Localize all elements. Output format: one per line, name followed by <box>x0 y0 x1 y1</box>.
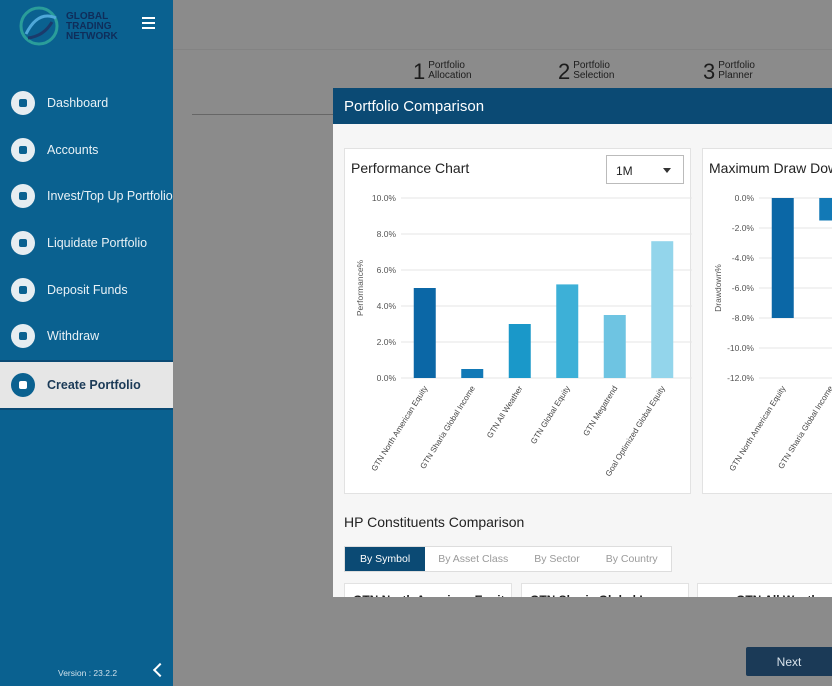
x-tick-label: GTN Global Equity <box>529 384 572 445</box>
chart: Performance% 0.0% 2.0% 4.0% 6.0% 8.0% 10.0% GTN… <box>355 193 692 478</box>
tabs: By Symbol By Asset Class By Sector By Co… <box>344 546 672 572</box>
bar <box>508 324 531 378</box>
y-tick-label: -10.0% <box>727 343 754 353</box>
chart-card: Drawdown% 0.0% -2.0% -4.0% -6.0% -8.0% -10.0% -… <box>702 148 832 494</box>
y-tick-label: 0.0% <box>377 373 397 383</box>
menu: Dashboard Accounts Invest/Top Up Portfol… <box>0 80 173 411</box>
chart: Drawdown% 0.0% -2.0% -4.0% -6.0% -8.0% -10.0% -… <box>713 193 832 473</box>
section-title: HP Constituents Comparison <box>344 514 525 530</box>
modal-title: Portfolio Comparison <box>333 88 832 124</box>
x-tick-label: GTN Megatrend <box>581 384 619 437</box>
x-tick-label: GTN All Weather <box>485 384 525 440</box>
bar <box>651 241 674 378</box>
x-tick-label: GTN Sharia Global Income <box>776 384 832 471</box>
chart-card: Performance% 0.0% 2.0% 4.0% 6.0% 8.0% 10.0% GTN… <box>344 148 692 494</box>
y-tick-label: -12.0% <box>727 373 754 383</box>
bar <box>461 369 484 378</box>
bar <box>556 284 579 378</box>
logo-line: GLOBAL <box>66 11 109 22</box>
menu-label: Deposit Funds <box>47 282 128 297</box>
y-axis-title: Drawdown% <box>713 264 723 312</box>
y-tick-label: -8.0% <box>732 313 755 323</box>
tab[interactable]: By Asset Class <box>438 553 509 565</box>
y-axis-title: Performance% <box>355 259 365 316</box>
step-label: Portfolio Planner <box>718 60 755 81</box>
menu-item-active[interactable]: Create Portfolio <box>0 359 173 411</box>
menu-label: Dashboard <box>47 96 109 111</box>
step: 2 Portfolio Selection <box>558 60 623 84</box>
step-number: 1 <box>413 59 426 84</box>
step: 3 Portfolio Planner <box>703 60 768 84</box>
menu-item[interactable]: Deposit Funds <box>0 266 173 313</box>
constituent-card: GTN Sharia Global Income <box>521 583 689 597</box>
y-tick-label: -2.0% <box>732 223 755 233</box>
y-tick-label: -4.0% <box>732 253 755 263</box>
menu-label: Create Portfolio <box>47 377 141 392</box>
chart-title: Performance Chart <box>351 160 470 176</box>
menu-item[interactable]: Liquidate Portfolio <box>0 220 173 267</box>
logo-icon <box>19 6 59 46</box>
x-tick-label: GTN North American Equity <box>728 384 788 472</box>
menu-item[interactable]: Withdraw <box>0 313 173 360</box>
version: Version : 23.2.2 <box>58 668 118 678</box>
menu-item[interactable]: Dashboard <box>0 80 173 127</box>
step-number: 2 <box>558 59 571 84</box>
x-tick-label: GTN North American Equity <box>370 384 430 472</box>
sidebar: GLOBAL TRADING NETWORK Dashboard Account… <box>0 0 173 686</box>
constituent-card: GTN All Weather <box>697 583 832 597</box>
x-tick-label: GTN Sharia Global Income <box>418 384 477 471</box>
bar <box>771 198 794 318</box>
y-tick-label: 10.0% <box>372 193 397 203</box>
y-tick-label: 8.0% <box>377 229 397 239</box>
tab[interactable]: By Symbol <box>345 547 426 571</box>
divider <box>173 49 832 50</box>
chart-title: Maximum Draw Down <box>709 160 832 176</box>
y-tick-label: -6.0% <box>732 283 755 293</box>
menu-label: Accounts <box>47 142 99 157</box>
bar <box>603 315 626 378</box>
bar <box>413 288 436 378</box>
constituent-card: GTN North American Equity <box>344 583 512 597</box>
y-tick-label: 0.0% <box>735 193 755 203</box>
logo-line: TRADING <box>66 21 112 32</box>
period-dropdown[interactable]: 1M <box>606 155 684 184</box>
menu-label: Invest/Top Up Portfolio <box>47 189 173 204</box>
next-button[interactable]: Next <box>746 647 832 676</box>
modal: Portfolio Comparison Performance% 0.0% 2.0… <box>333 88 832 597</box>
y-tick-label: 6.0% <box>377 265 397 275</box>
divider <box>192 114 333 115</box>
tab[interactable]: By Sector <box>534 553 580 565</box>
tab[interactable]: By Country <box>605 553 658 565</box>
menu-toggle[interactable] <box>142 17 155 32</box>
menu-label: Withdraw <box>47 329 100 344</box>
step-label: Portfolio Selection <box>573 60 615 81</box>
menu-label: Liquidate Portfolio <box>47 236 148 251</box>
menu-item[interactable]: Accounts <box>0 127 173 174</box>
collapse-button[interactable] <box>152 662 168 678</box>
logo-text: GLOBAL TRADING NETWORK <box>66 12 118 42</box>
logo-line: NETWORK <box>66 31 118 42</box>
step: 1 Portfolio Allocation <box>413 60 478 84</box>
step-number: 3 <box>703 59 716 84</box>
step-label: Portfolio Allocation <box>428 60 472 81</box>
bar <box>819 198 832 221</box>
y-tick-label: 2.0% <box>377 337 397 347</box>
menu-item[interactable]: Invest/Top Up Portfolio <box>0 173 173 220</box>
y-tick-label: 4.0% <box>377 301 397 311</box>
